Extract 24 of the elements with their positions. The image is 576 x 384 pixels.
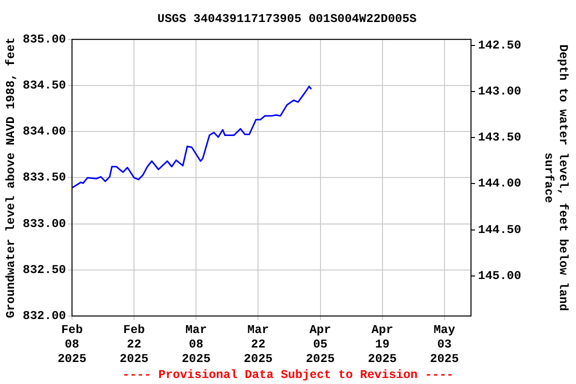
y-tick-label: 833.00 [22,216,66,231]
text: ---- Provisional Data Subject to Revision ---- [122,368,454,382]
y2-tick-label: 142.50 [478,38,522,52]
x-tick-label: Mar 22 2025 [244,323,273,366]
x-tick-label: Apr 19 2025 [368,323,397,366]
y-tick-label: 834.50 [22,78,66,93]
y-tick-label: 834.00 [22,124,66,139]
x-tick-label: May 03 2025 [430,323,459,366]
y2-tick-label: 143.00 [478,84,522,99]
y2-tick-label: 145.00 [478,268,522,283]
y2-tick-label: 144.00 [478,176,522,191]
y-tick-label: 832.50 [22,262,66,277]
x-tick-label: Apr 05 2025 [306,323,335,366]
x-tick-label: Mar 08 2025 [182,323,211,366]
x-tick-label: Feb 08 2025 [58,323,86,366]
y2-tick-label: 143.50 [478,130,522,145]
y-tick-label: 835.00 [22,32,66,46]
y2-axis-title: Depth to water level, feet below land surface [541,44,570,311]
x-tick-label: Feb 22 2025 [120,323,148,366]
y-axis-title: Groundwater level above NAVD 1988, feet [4,37,18,318]
y-tick-label: 832.00 [22,309,66,324]
y2-tick-label: 144.50 [478,222,522,237]
y-tick-label: 833.50 [22,170,66,185]
chart-title: USGS 340439117173905 001S004W22D005S [157,12,417,26]
